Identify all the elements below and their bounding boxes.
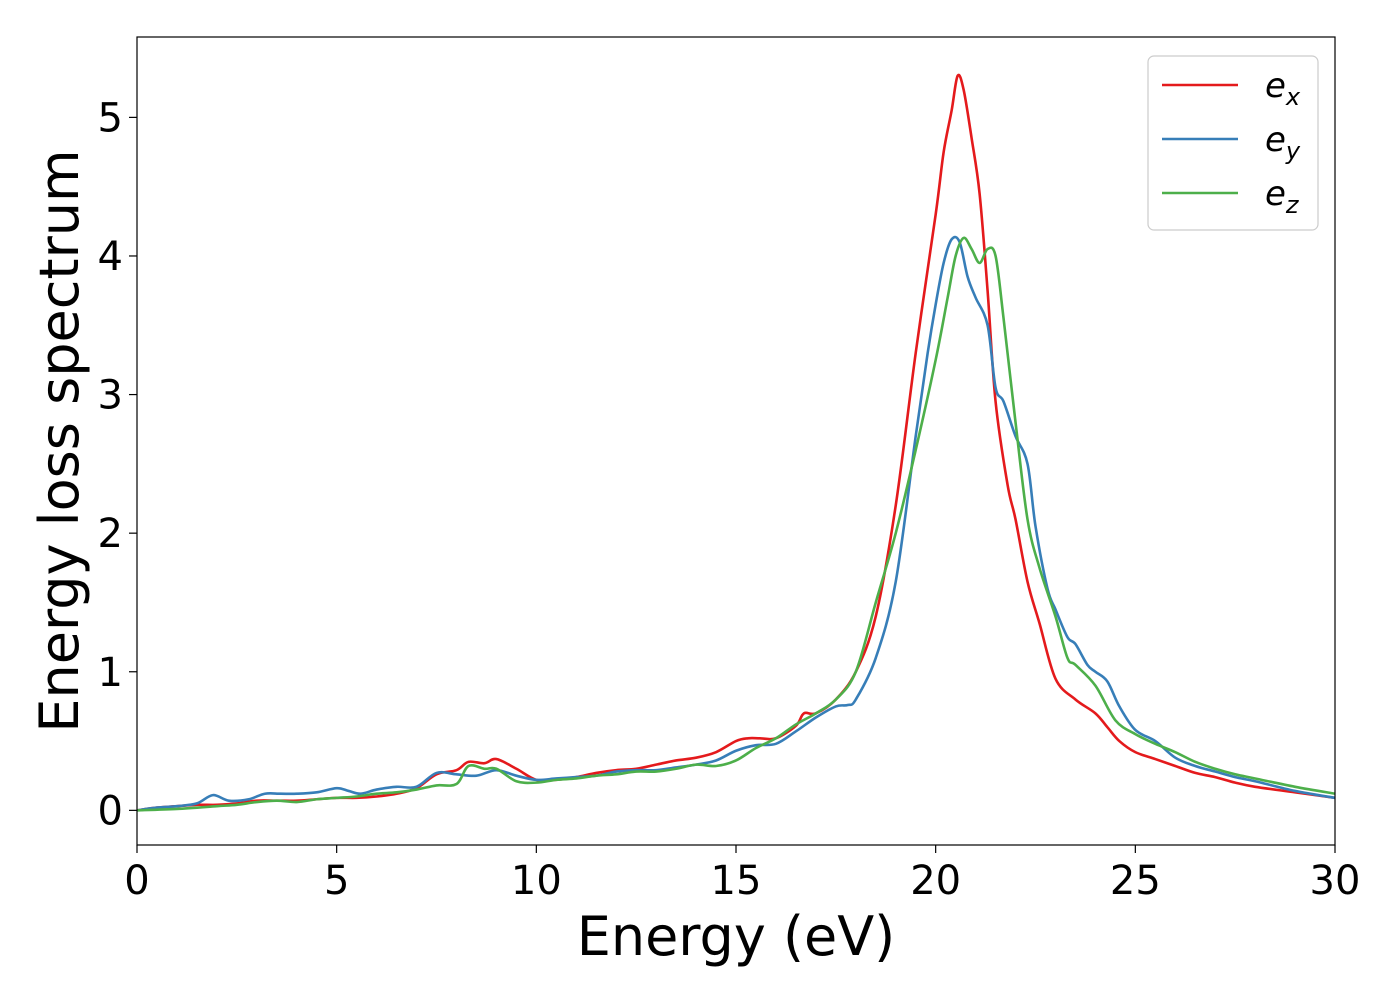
x-tick-label: 10 bbox=[511, 858, 562, 904]
y-tick-label: 2 bbox=[98, 511, 123, 557]
y-axis-ticks: 0 1 2 3 4 5 bbox=[98, 95, 137, 834]
legend-label-e_x: ex bbox=[1265, 66, 1301, 111]
legend-label-e_y: ey bbox=[1265, 120, 1301, 165]
series-line-e_z bbox=[137, 236, 1335, 812]
x-tick-label: 25 bbox=[1110, 858, 1161, 904]
x-axis-ticks: 0 5 10 15 20 25 30 bbox=[124, 845, 1360, 904]
y-tick-label: 3 bbox=[98, 373, 123, 419]
y-tick-label: 0 bbox=[98, 788, 123, 834]
series-line-e_y bbox=[137, 235, 1335, 812]
x-tick-label: 20 bbox=[910, 858, 961, 904]
x-axis-title: Energy (eV) bbox=[577, 905, 896, 968]
legend: ex ey ez bbox=[1147, 55, 1319, 231]
x-tick-label: 0 bbox=[124, 858, 149, 904]
series-layer bbox=[137, 73, 1335, 812]
legend-items: ex ey ez bbox=[1162, 66, 1301, 219]
legend-box bbox=[1147, 55, 1319, 231]
y-axis-title: Energy loss spectrum bbox=[28, 149, 91, 732]
y-tick-label: 1 bbox=[98, 650, 123, 696]
y-tick-label: 4 bbox=[98, 234, 123, 280]
x-tick-label: 5 bbox=[324, 858, 349, 904]
x-tick-label: 15 bbox=[711, 858, 762, 904]
series-line-e_x bbox=[137, 73, 1335, 812]
y-tick-label: 5 bbox=[98, 95, 123, 141]
legend-label-e_z: ez bbox=[1265, 174, 1300, 219]
x-tick-label: 30 bbox=[1310, 858, 1361, 904]
